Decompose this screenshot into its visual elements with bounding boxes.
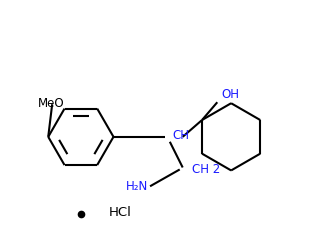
Text: CH 2: CH 2 xyxy=(192,163,220,176)
Text: CH: CH xyxy=(173,129,190,142)
Text: OH: OH xyxy=(221,88,239,101)
Text: MeO: MeO xyxy=(38,97,65,110)
Text: HCl: HCl xyxy=(109,207,132,220)
Text: H₂N: H₂N xyxy=(126,180,148,193)
